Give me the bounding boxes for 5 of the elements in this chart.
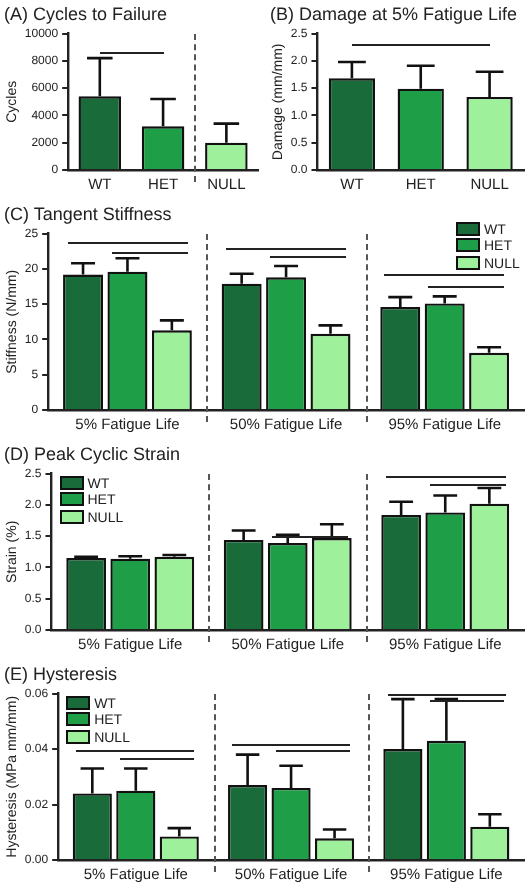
chart-title: (C) Tangent Stiffness (4, 203, 173, 224)
chart-title: (B) Damage at 5% Fatigue Life (270, 3, 518, 24)
chart-title: (A) Cycles to Failure (4, 3, 168, 24)
chart-title: (E) Hysteresis (4, 663, 119, 684)
chart-title: (D) Peak Cyclic Strain (4, 443, 181, 464)
